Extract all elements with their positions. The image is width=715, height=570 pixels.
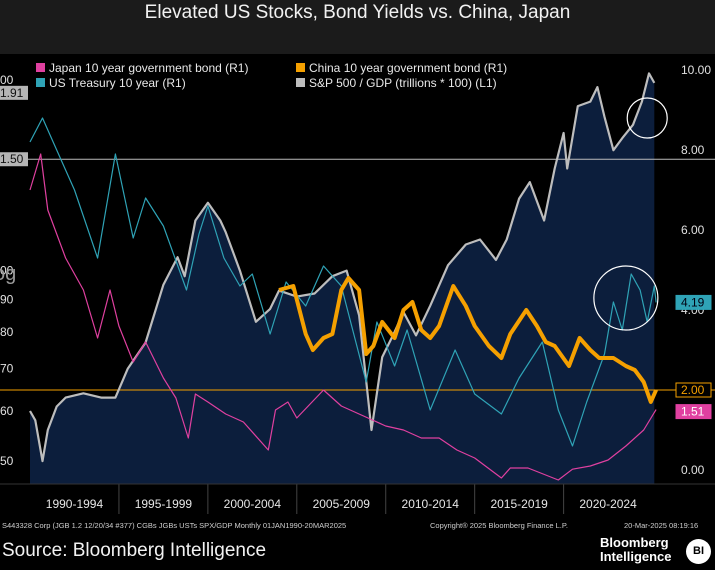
plot-area <box>0 72 715 485</box>
bloomberg-brand: Bloomberg Intelligence <box>600 536 672 564</box>
left-value-tag <box>0 152 28 167</box>
right-tick-label: 8.00 <box>681 143 705 157</box>
x-tick-label: 2015-2019 <box>490 497 548 511</box>
timestamp-text: 20-Mar-2025 08:19:16 <box>624 521 698 530</box>
legend-label: US Treasury 10 year (R1) <box>49 76 186 90</box>
copyright-text: Copyright® 2025 Bloomberg Finance L.P. <box>430 521 568 530</box>
legend-swatch <box>296 63 305 72</box>
x-tick-label: 1990-1994 <box>46 497 104 511</box>
series-line-china <box>278 276 658 404</box>
x-tick-label: 2000-2004 <box>224 497 282 511</box>
legend-label: Japan 10 year government bond (R1) <box>49 61 248 75</box>
right-tick-label: 0.00 <box>681 463 705 477</box>
legend-swatch <box>296 78 305 87</box>
right-value-tag <box>675 382 712 398</box>
legend-swatch <box>36 78 45 87</box>
left-axis-title: og <box>0 263 16 285</box>
series-line-spx <box>29 72 656 463</box>
spx-area-fill <box>30 73 655 485</box>
meta-left-text: S443328 Corp (JGB 1.2 12/20/34 #377) CGB… <box>2 521 346 530</box>
right-value-tag <box>675 294 712 310</box>
right-value-tag <box>675 404 712 420</box>
left-tick-label: 0.90 <box>0 293 14 307</box>
source-note: Source: Bloomberg Intelligence <box>2 540 267 561</box>
brand-line-1: Bloomberg <box>600 535 669 550</box>
chart-title: Elevated US Stocks, Bond Yields vs. Chin… <box>144 2 571 23</box>
left-tick-label: 1.00 <box>0 264 14 278</box>
left-tick-label: 0.50 <box>0 454 14 468</box>
left-tick-label: 0.60 <box>0 404 14 418</box>
x-tick-label: 2020-2024 <box>579 497 637 511</box>
right-tick-label: 6.00 <box>681 223 705 237</box>
right-value-tag-label: 2.00 <box>681 383 705 397</box>
left-value-tag-label: 1.50 <box>0 152 24 166</box>
right-value-tag-label: 1.51 <box>681 405 705 419</box>
title-bar <box>0 0 715 54</box>
highlight-circle <box>626 97 668 139</box>
legend-label: S&P 500 / GDP (trillions * 100) (L1) <box>309 76 497 90</box>
right-value-tag-label: 4.19 <box>681 295 705 309</box>
right-tick-label: 10.00 <box>681 63 711 77</box>
x-tick-label: 2010-2014 <box>402 497 460 511</box>
legend-swatch <box>36 63 45 72</box>
bi-logo-icon: BI <box>686 539 711 564</box>
brand-line-2: Intelligence <box>600 549 672 564</box>
x-tick-label: 2005-2009 <box>313 497 371 511</box>
chart-canvas: 10.008.006.004.002.000.002.001.000.900.8… <box>0 61 715 530</box>
x-tick-label: 1995-1999 <box>135 497 193 511</box>
highlight-circle <box>593 265 659 331</box>
left-value-tag-label: 1.91 <box>0 86 24 100</box>
left-tick-label: 0.80 <box>0 325 14 339</box>
left-tick-label: 0.70 <box>0 362 14 376</box>
left-tick-label: 2.00 <box>0 73 14 87</box>
legend-label: China 10 year government bond (R1) <box>309 61 507 75</box>
left-value-tag <box>0 85 28 100</box>
series-line-ust <box>29 117 657 447</box>
series-line-japan <box>29 153 657 481</box>
